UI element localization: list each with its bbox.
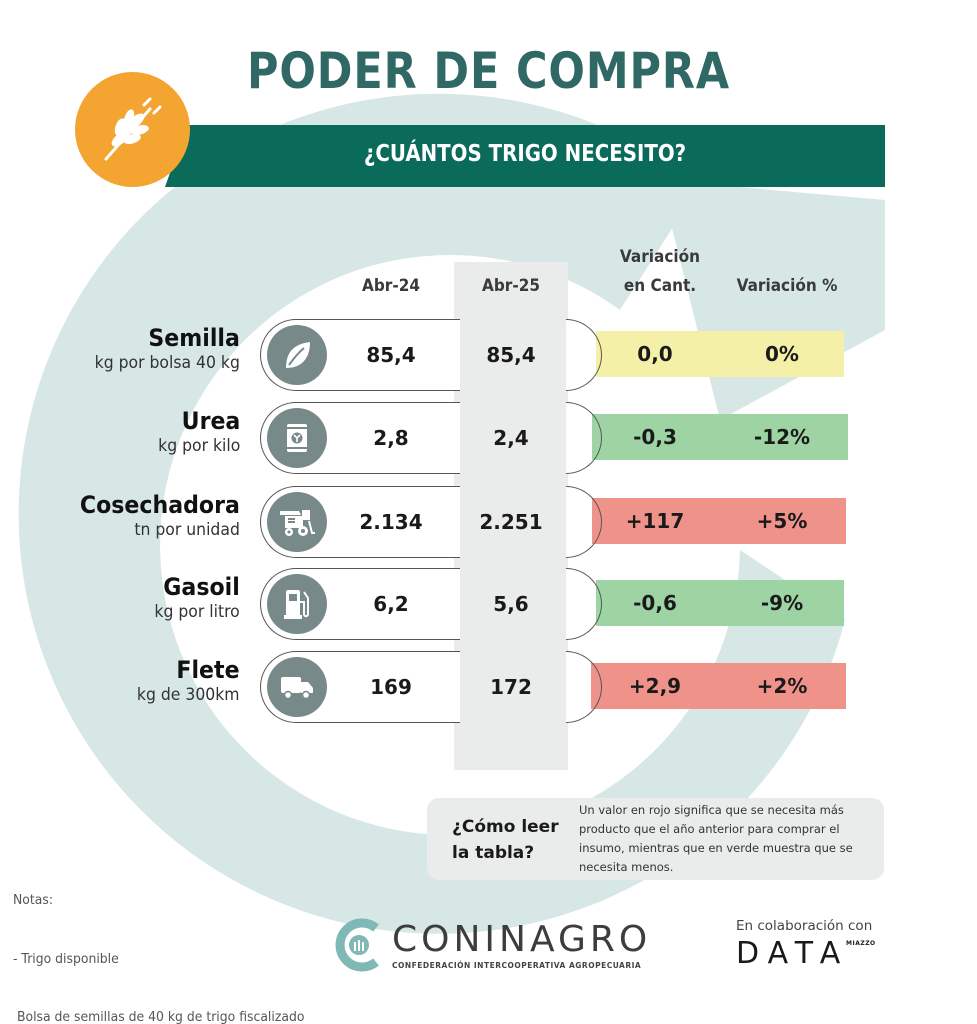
- value-prev: 169: [370, 675, 412, 699]
- col-header-var-qty-line1: Variación: [619, 247, 701, 267]
- explanation-line: producto que el año anterior para compra…: [579, 822, 840, 836]
- row-label: Flete kg de 300km: [128, 656, 240, 706]
- row-icon-circle: [267, 492, 327, 552]
- ring-shape: [18, 93, 845, 934]
- truck-icon: [278, 672, 316, 702]
- variation-qty: -0,6: [633, 591, 677, 615]
- data-logo-superscript: MIAZZO: [846, 940, 876, 947]
- value-prev: 6,2: [373, 592, 409, 616]
- value-curr: 172: [490, 675, 532, 699]
- status-bar-increase: [591, 663, 846, 709]
- data-miazzo-logo: DATA MIAZZO: [736, 936, 875, 971]
- row-label: Urea kg por kilo: [151, 407, 240, 457]
- status-bar-neutral: [596, 331, 844, 377]
- row-pill-end: [566, 319, 602, 391]
- notes: Notas: - Trigo disponible Bolsa de semil…: [13, 852, 624, 1024]
- col-header-curr: Abr-25: [482, 276, 540, 296]
- explanation-line: necesita menos.: [579, 860, 674, 874]
- variation-qty: 0,0: [637, 342, 673, 366]
- note-item: - Trigo disponible: [13, 950, 119, 967]
- coninagro-emblem-icon: [335, 918, 379, 972]
- variation-pct: +5%: [756, 509, 808, 533]
- harvester-icon: [277, 505, 317, 539]
- item-unit: kg por bolsa 40 kg: [94, 353, 240, 373]
- item-unit: kg de 300km: [137, 685, 240, 705]
- how-to-read-question-line2: la tabla?: [452, 843, 535, 863]
- col-header-var-qty-line2: en Cant.: [623, 276, 697, 296]
- row-pill-end: [566, 568, 602, 640]
- how-to-read-box: ¿Cómo leer la tabla? Un valor en rojo si…: [427, 798, 884, 880]
- how-to-read-question: ¿Cómo leer la tabla?: [452, 814, 572, 866]
- status-bar-decrease: [596, 580, 844, 626]
- item-name: Gasoil: [163, 573, 240, 601]
- collaboration-label: En colaboración con: [736, 918, 873, 934]
- row-icon-circle: [267, 325, 327, 385]
- item-name: Semilla: [148, 324, 240, 352]
- table-row-semilla: Semilla kg por bolsa 40 kg 85,4 85,4 0,0…: [0, 319, 977, 391]
- col-header-var-qty: Variación en Cant.: [606, 243, 714, 301]
- table-row-cosechadora: Cosechadora tn por unidad 2.134 2.251 +1…: [0, 486, 977, 558]
- item-unit: kg por litro: [154, 602, 240, 622]
- notes-heading: Notas:: [13, 892, 54, 908]
- status-bar-decrease: [592, 414, 848, 460]
- subtitle: ¿CUÁNTOS TRIGO NECESITO?: [363, 141, 687, 167]
- row-icon-circle: [267, 574, 327, 634]
- row-icon-circle: [267, 408, 327, 468]
- col-header-var-pct: Variación %: [736, 276, 838, 296]
- col-header-prev: Abr-24: [362, 276, 420, 296]
- coninagro-subtitle: CONFEDERACIÓN INTERCOOPERATIVA AGROPECUA…: [392, 960, 642, 970]
- data-logo-text: DATA: [736, 936, 850, 971]
- row-label: Semilla kg por bolsa 40 kg: [82, 324, 240, 374]
- value-prev: 2,8: [373, 426, 409, 450]
- coninagro-logo: CONINAGRO CONFEDERACIÓN INTERCOOPERATIVA…: [332, 918, 651, 972]
- item-unit: tn por unidad: [134, 520, 240, 540]
- item-unit: kg por kilo: [157, 436, 240, 456]
- item-name: Flete: [176, 656, 240, 684]
- variation-pct: -9%: [760, 591, 804, 615]
- variation-pct: +2%: [756, 674, 808, 698]
- value-curr: 85,4: [486, 343, 536, 367]
- item-name: Urea: [181, 407, 240, 435]
- row-label: Gasoil kg por litro: [147, 573, 240, 623]
- how-to-read-question-line1: ¿Cómo leer: [452, 817, 559, 837]
- status-bar-increase: [592, 498, 846, 544]
- row-pill-end: [566, 486, 602, 558]
- note-item: Bolsa de semillas de 40 kg de trigo fisc…: [13, 1009, 305, 1024]
- explanation-line: Un valor en rojo significa que se necesi…: [579, 803, 844, 817]
- how-to-read-explanation: Un valor en rojo significa que se necesi…: [579, 801, 879, 877]
- variation-qty: +117: [625, 509, 685, 533]
- explanation-line: insumo, mientras que en verde muestra qu…: [579, 841, 853, 855]
- table-row-gasoil: Gasoil kg por litro 6,2 5,6 -0,6 -9%: [0, 568, 977, 640]
- current-column-highlight: [454, 262, 568, 770]
- value-curr: 5,6: [493, 592, 529, 616]
- page-title: PODER DE COMPRA: [247, 42, 730, 100]
- wheat-badge: [75, 72, 190, 187]
- table-row-flete: Flete kg de 300km 169 172 +2,9 +2%: [0, 651, 977, 723]
- leaf-icon: [280, 338, 314, 372]
- row-pill-end: [566, 402, 602, 474]
- value-prev: 2.134: [359, 510, 423, 534]
- fertilizer-bag-icon: [280, 421, 314, 455]
- wheat-icon: [104, 97, 161, 160]
- variation-qty: -0,3: [633, 425, 677, 449]
- value-curr: 2,4: [493, 426, 529, 450]
- coninagro-name: CONINAGRO: [392, 918, 652, 960]
- table-row-urea: Urea kg por kilo 2,8 2,4 -0,3 -12%: [0, 402, 977, 474]
- value-curr: 2.251: [479, 510, 543, 534]
- row-pill-end: [566, 651, 602, 723]
- collaboration-block: En colaboración con DATA MIAZZO: [736, 918, 875, 971]
- subtitle-banner: [165, 125, 885, 187]
- variation-qty: +2,9: [628, 674, 682, 698]
- variation-pct: -12%: [753, 425, 811, 449]
- row-label: Cosechadora tn por unidad: [66, 491, 240, 541]
- variation-pct: 0%: [765, 342, 799, 366]
- value-prev: 85,4: [366, 343, 416, 367]
- fuel-pump-icon: [280, 586, 314, 622]
- row-icon-circle: [267, 657, 327, 717]
- item-name: Cosechadora: [80, 491, 240, 519]
